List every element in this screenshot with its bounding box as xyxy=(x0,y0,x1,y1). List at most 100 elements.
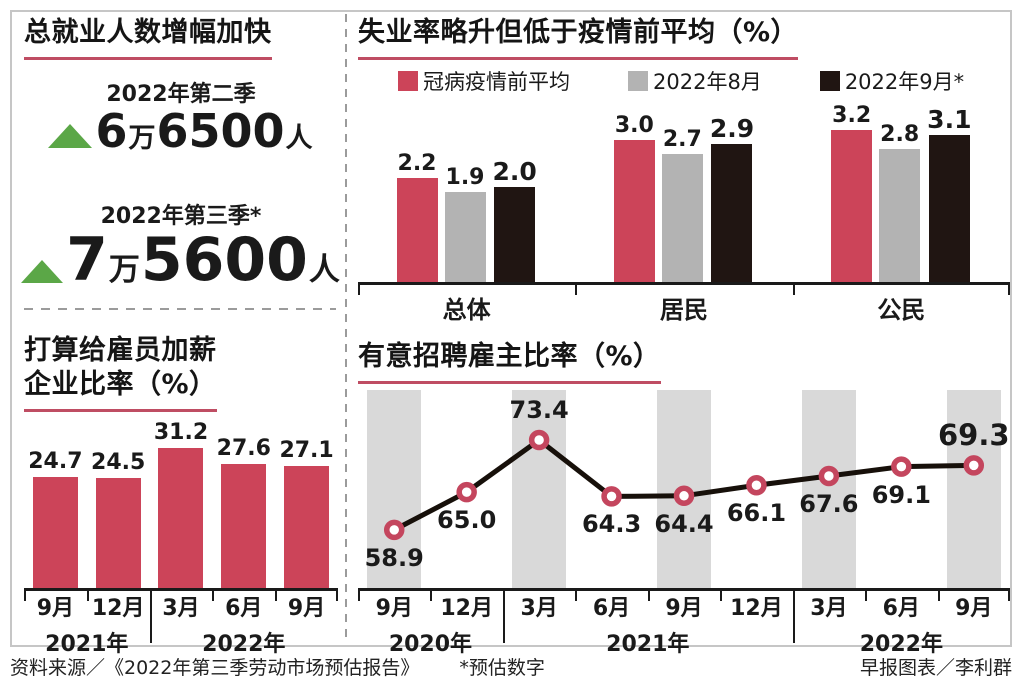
bar-value-label: 1.9 xyxy=(445,164,485,190)
up-triangle-icon xyxy=(48,123,93,148)
month-label: 12月 xyxy=(730,596,783,622)
legend-swatch xyxy=(819,71,840,92)
bar xyxy=(95,478,141,589)
footer: 资料来源／《2022年第三季劳动市场预估报告》 *预估数字 早报图表／李利群 xyxy=(10,653,1012,680)
bar-with-value: 2.0 xyxy=(493,159,537,283)
month-label: 9月 xyxy=(375,596,413,622)
bar-value-label: 2.2 xyxy=(397,150,437,176)
bar-with-value: 27.1 xyxy=(275,440,338,589)
bar xyxy=(396,177,438,283)
bar-group: 3.2 2.8 3.1 xyxy=(793,105,1010,283)
footer-source-group: 资料来源／《2022年第三季劳动市场预估报告》 *预估数字 xyxy=(10,653,545,680)
legend-item: 2022年8月 xyxy=(628,66,762,96)
category-label: 公民 xyxy=(877,296,926,325)
hiring-panel-title: 有意招聘雇主比率（%） xyxy=(358,340,661,385)
month-label: 3月 xyxy=(810,596,848,622)
panel-unemployment-rate: 失业率略升但低于疫情前平均（%） 冠病疫情前平均 2022年8月 2022年9月* … xyxy=(358,16,1010,325)
unemployment-panel-title: 失业率略升但低于疫情前平均（%） xyxy=(358,16,799,61)
bar-with-value: 3.2 xyxy=(831,105,873,283)
up-triangle-icon xyxy=(21,259,64,283)
point-value-label: 73.4 xyxy=(509,396,569,425)
stat-value: 6 万 6500 人 xyxy=(24,104,338,159)
bar xyxy=(444,191,486,283)
stat-period-label: 2022年第三季* xyxy=(100,203,262,229)
point-value-label: 58.9 xyxy=(364,543,424,572)
bar xyxy=(613,139,655,283)
line-series xyxy=(383,429,985,541)
column-divider-dashed xyxy=(345,14,347,642)
source-text: 资料来源／《2022年第三季劳动市场预估报告》 xyxy=(10,657,420,679)
payraise-bar-chart: 24.7 24.5 31.2 27.6 27.1 xyxy=(24,418,338,589)
employment-panel-title: 总就业人数增幅加快 xyxy=(24,16,272,61)
panel-payraise-companies: 打算给雇员加薪 企业比率（%） 24.7 24.5 31.2 27.6 27.1 9月 1… xyxy=(24,334,338,657)
point-value-label: 64.3 xyxy=(581,510,642,539)
stat-number: 5600 xyxy=(140,224,308,295)
bar-with-value: 2.9 xyxy=(710,116,754,283)
axis-tick xyxy=(212,591,215,602)
bar xyxy=(711,144,753,283)
month-label: 3月 xyxy=(520,596,558,622)
data-point-marker xyxy=(746,475,767,496)
bar-with-value: 3.0 xyxy=(613,112,655,283)
year-label-row: 2021年 2022年 xyxy=(24,622,338,657)
background-band xyxy=(512,390,567,589)
month-label-row: 9月 12月 3月 6月 9月 xyxy=(24,591,338,622)
axis-tick xyxy=(430,591,433,602)
axis-tick xyxy=(24,591,26,602)
month-label: 12月 xyxy=(440,596,493,622)
stat-unit: 万 xyxy=(128,122,156,154)
hiring-line-chart: 58.9 65.0 73.4 64.3 64.4 66.1 67.6 69.1 69.3 xyxy=(358,390,1010,589)
bar-group: 3.0 2.7 2.9 xyxy=(575,112,792,283)
bar-value-label: 3.0 xyxy=(614,112,654,138)
axis-tick xyxy=(1008,591,1010,602)
data-point-marker xyxy=(528,429,550,451)
stat-number: 6 xyxy=(95,104,128,159)
employment-stat: 2022年第三季* 7 万 5600 人 xyxy=(21,198,340,295)
axis-tick xyxy=(86,591,89,602)
stat-number: 7 xyxy=(66,224,108,295)
axis-tick xyxy=(647,591,650,602)
credit-text: 早报图表／李利群 xyxy=(859,657,1012,679)
bar-with-value: 31.2 xyxy=(150,422,213,589)
legend-swatch xyxy=(628,71,648,92)
bar xyxy=(928,134,970,283)
year-label: 2022年 xyxy=(859,632,943,658)
year-separator xyxy=(502,591,505,644)
bar xyxy=(32,477,78,589)
year-separator xyxy=(792,591,795,644)
month-label: 6月 xyxy=(592,596,631,622)
point-value-label: 64.4 xyxy=(654,509,714,538)
bar-with-value: 2.7 xyxy=(661,126,703,283)
axis-tick xyxy=(865,591,868,602)
axis-tick xyxy=(792,285,795,296)
employment-stat: 2022年第二季 6 万 6500 人 xyxy=(24,76,338,154)
category-label: 居民 xyxy=(659,296,708,325)
background-band xyxy=(367,390,422,589)
hiring-x-axis: 9月 12月 3月 6月 9月 12月 3月 6月 9月 2020年 2021年 2022年 xyxy=(358,588,1010,657)
bar-with-value: 1.9 xyxy=(444,164,486,283)
unemployment-x-axis xyxy=(358,282,1010,296)
month-label: 6月 xyxy=(225,596,263,622)
axis-tick xyxy=(358,591,360,602)
bar xyxy=(221,464,267,589)
bar-with-value: 3.1 xyxy=(927,107,971,283)
data-point-marker xyxy=(891,456,912,477)
bar-with-value: 2.8 xyxy=(879,124,921,283)
bar xyxy=(284,466,330,589)
bar-with-value: 24.5 xyxy=(87,450,150,589)
bar-value-label: 24.5 xyxy=(91,450,146,476)
legend-swatch xyxy=(398,71,418,92)
bar-value-label: 2.7 xyxy=(662,126,702,152)
axis-tick xyxy=(937,591,940,602)
axis-tick xyxy=(1008,285,1010,296)
bar-value-label: 24.7 xyxy=(28,449,83,475)
bar-with-value: 24.7 xyxy=(24,449,87,589)
data-point-marker xyxy=(601,486,622,507)
point-value-label: 69.3 xyxy=(937,418,1010,453)
year-label: 2021年 xyxy=(45,632,129,658)
payraise-x-axis: 9月 12月 3月 6月 9月 2021年 2022年 xyxy=(24,588,338,657)
bar-with-value: 2.2 xyxy=(396,150,438,283)
frame-border xyxy=(10,10,1012,647)
panel-hiring-intent: 有意招聘雇主比率（%） 58.9 65.0 73.4 64.3 64.4 66.1 67.6… xyxy=(358,340,1010,657)
